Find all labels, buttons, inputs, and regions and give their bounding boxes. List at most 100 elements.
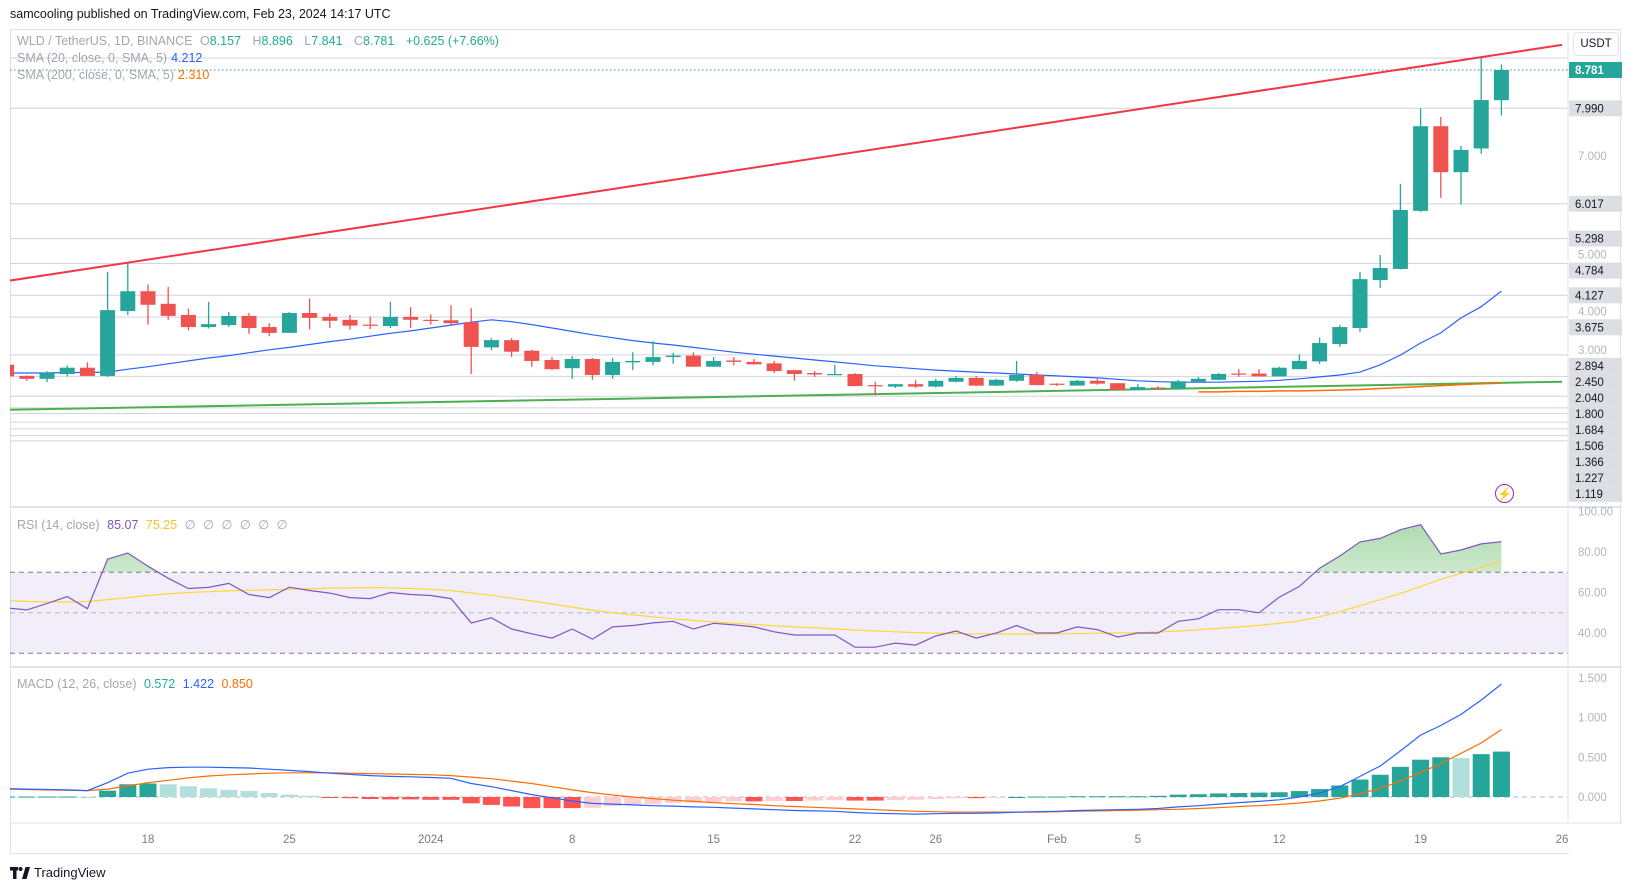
symbol-label[interactable]: WLD / TetherUS, 1D, BINANCE — [17, 34, 193, 48]
currency-button[interactable]: USDT — [1573, 32, 1619, 56]
candle[interactable] — [928, 378, 944, 388]
candle[interactable] — [1352, 271, 1368, 332]
price-level-label: 2.894 — [1575, 361, 1604, 373]
candle[interactable] — [1332, 325, 1348, 347]
rsi-tick-3: 40.00 — [1578, 628, 1607, 640]
sma20-legend[interactable]: SMA (20, close, 0, SMA, 5) 4.212 — [17, 51, 206, 65]
candle[interactable] — [544, 357, 560, 371]
candle[interactable] — [827, 364, 843, 376]
candle[interactable] — [261, 323, 277, 337]
candle[interactable] — [0, 363, 15, 377]
candle[interactable] — [1473, 57, 1489, 154]
candle[interactable] — [726, 357, 742, 366]
candle[interactable] — [160, 286, 176, 320]
candle[interactable] — [1372, 254, 1388, 288]
trendline-1[interactable] — [7, 380, 1563, 411]
candle[interactable] — [625, 352, 641, 371]
candle[interactable] — [988, 378, 1004, 387]
candle[interactable] — [1433, 116, 1449, 198]
candle-body — [362, 324, 378, 326]
sma200-legend[interactable]: SMA (200, close, 0, SMA, 5) 2.310 — [17, 68, 213, 82]
candle[interactable] — [665, 352, 681, 364]
candle[interactable] — [1493, 64, 1509, 116]
macd-histogram-bar — [381, 797, 399, 800]
candle[interactable] — [1312, 337, 1328, 364]
candle[interactable] — [746, 358, 762, 365]
candle[interactable] — [847, 373, 863, 387]
macd-legend[interactable]: MACD (12, 26, close) 0.572 1.422 0.850 — [17, 677, 257, 691]
candle[interactable] — [221, 312, 237, 328]
macd-hist-value: 0.572 — [143, 677, 176, 691]
candle[interactable] — [322, 313, 338, 329]
candle[interactable] — [59, 365, 75, 377]
candle-body — [564, 358, 580, 369]
lightning-icon[interactable]: ⚡ — [1495, 484, 1514, 503]
candle[interactable] — [1190, 376, 1206, 383]
candle[interactable] — [1089, 377, 1105, 385]
candle[interactable] — [786, 370, 802, 381]
candle[interactable] — [1251, 369, 1267, 377]
candle-body — [302, 313, 318, 318]
candle[interactable] — [584, 358, 600, 380]
candle[interactable] — [1392, 183, 1408, 270]
rsi-legend[interactable]: RSI (14, close) 85.07 75.25 ∅ ∅ ∅ ∅ ∅ ∅ — [17, 517, 291, 532]
candle[interactable] — [645, 341, 661, 366]
macd-histogram-bar — [1068, 796, 1086, 798]
candle[interactable] — [382, 301, 398, 329]
candle[interactable] — [887, 384, 903, 389]
candle[interactable] — [483, 338, 499, 351]
candle-body — [403, 316, 419, 320]
candle[interactable] — [1110, 383, 1126, 390]
candle[interactable] — [241, 313, 257, 334]
candle[interactable] — [443, 305, 459, 326]
candle[interactable] — [948, 375, 964, 383]
candle[interactable] — [1170, 379, 1186, 389]
candle[interactable] — [605, 358, 621, 379]
candle[interactable] — [281, 312, 297, 333]
candle[interactable] — [1231, 369, 1247, 377]
candle[interactable] — [403, 307, 419, 329]
candle[interactable] — [564, 356, 580, 379]
candle[interactable] — [1150, 386, 1166, 390]
candle[interactable] — [685, 352, 701, 367]
candle[interactable] — [1049, 383, 1065, 387]
candle[interactable] — [342, 314, 358, 330]
candle[interactable] — [1069, 379, 1085, 386]
candle[interactable] — [180, 308, 196, 331]
candle[interactable] — [463, 308, 479, 375]
candle[interactable] — [1271, 366, 1287, 377]
candle[interactable] — [302, 298, 318, 330]
candle[interactable] — [120, 263, 136, 315]
candle[interactable] — [1413, 108, 1429, 212]
candle[interactable] — [79, 362, 95, 376]
macd-histogram-bar — [18, 796, 36, 798]
candle[interactable] — [1009, 360, 1025, 382]
candle[interactable] — [423, 314, 439, 325]
candle-body — [807, 373, 823, 375]
candle[interactable] — [807, 371, 823, 377]
candle[interactable] — [100, 271, 116, 377]
candle[interactable] — [19, 375, 35, 381]
rsi-tick-0: 100.00 — [1578, 507, 1613, 519]
candle[interactable] — [1291, 354, 1307, 370]
candle[interactable] — [1453, 146, 1469, 205]
candle[interactable] — [362, 316, 378, 329]
candle[interactable] — [140, 284, 156, 325]
candle[interactable] — [1211, 373, 1227, 381]
candle-body — [605, 361, 621, 375]
trendline-0[interactable] — [7, 43, 1563, 282]
candle[interactable] — [1130, 384, 1146, 390]
candle[interactable] — [524, 349, 540, 367]
candle[interactable] — [1029, 372, 1045, 386]
macd-histogram-bar — [1210, 793, 1228, 797]
footer-logo[interactable]: TradingView — [10, 865, 106, 880]
candle[interactable] — [908, 380, 924, 389]
candle[interactable] — [504, 338, 520, 358]
candle[interactable] — [766, 360, 782, 374]
candle[interactable] — [706, 357, 722, 367]
candle[interactable] — [39, 371, 55, 383]
candle[interactable] — [867, 381, 883, 396]
candle[interactable] — [968, 375, 984, 387]
candle[interactable] — [201, 301, 217, 329]
